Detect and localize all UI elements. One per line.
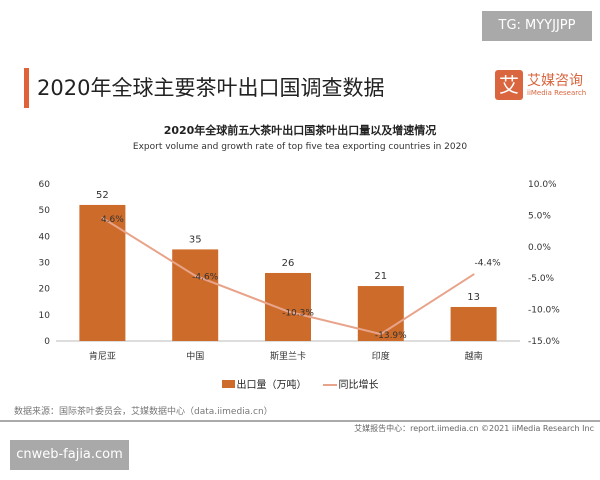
line-label: -13.9% [375, 331, 407, 341]
data-source: 数据来源：国际茶叶委员会，艾媒数据中心（data.iimedia.cn） [14, 407, 273, 417]
x-tick-label: 中国 [186, 350, 204, 362]
y-right-tick-label: -10.0% [528, 306, 560, 316]
legend-bar: 出口量（万吨） [221, 376, 307, 391]
y-left-tick-label: 0 [44, 337, 50, 347]
legend-line-swatch [322, 384, 337, 386]
y-right-tick-label: -15.0% [528, 337, 560, 347]
logo-en: iiMedia Research [527, 89, 587, 97]
bar [450, 306, 497, 341]
line-point [101, 216, 104, 219]
bar-label: 26 [282, 258, 295, 269]
logo-cn: 艾媒咨询 [527, 73, 583, 89]
bar [357, 286, 404, 341]
logo-mark: 艾 [495, 70, 523, 100]
line-label: -10.3% [282, 308, 314, 318]
line-point [472, 273, 475, 276]
y-left-tick-label: 30 [39, 259, 51, 269]
chart-subtitle: Export volume and growth rate of top fiv… [132, 142, 468, 152]
y-left-tick-label: 20 [39, 285, 51, 295]
bar [265, 272, 311, 341]
page-title: 2020年全球主要茶叶出口国调查数据 [37, 76, 385, 100]
bar-label: 35 [189, 234, 202, 245]
y-left-tick-label: 10 [39, 311, 51, 321]
line-label: -4.6% [192, 273, 219, 283]
watermark-top: TG: MYYJJPP [482, 11, 592, 41]
title-accent-bar [24, 68, 29, 108]
logo: 艾 艾媒咨询 iiMedia Research [495, 70, 586, 100]
line-point [194, 274, 197, 277]
divider [0, 420, 600, 422]
legend-line: 同比增长 [322, 376, 379, 391]
y-right-tick-label: -5.0% [528, 274, 555, 284]
y-left-tick-label: 50 [39, 206, 51, 216]
bar [79, 204, 126, 341]
bar-label: 52 [96, 190, 109, 201]
chart-title: 2020年全球前五大茶叶出口国茶叶出口量以及增速情况 [163, 124, 437, 137]
x-tick-label: 越南 [465, 350, 483, 362]
watermark-bottom: cnweb-fajia.com [10, 440, 129, 470]
x-tick-label: 肯尼亚 [89, 350, 116, 362]
x-tick-label: 印度 [372, 350, 390, 362]
bar-label: 21 [374, 271, 387, 282]
line-point [379, 333, 382, 336]
line-label: -4.4% [475, 258, 502, 268]
y-left-tick-label: 40 [39, 232, 51, 242]
y-right-tick-label: 5.0% [528, 211, 551, 221]
legend-bar-swatch [221, 380, 235, 388]
x-tick-label: 斯里兰卡 [270, 350, 306, 362]
bar [172, 249, 219, 341]
footer: 艾媒报告中心：report.iimedia.cn ©2021 iiMedia R… [354, 424, 594, 433]
legend: 出口量（万吨） 同比增长 [0, 376, 600, 391]
y-right-tick-label: 0.0% [528, 243, 551, 253]
bar-label: 13 [467, 292, 480, 303]
y-right-tick-label: 10.0% [528, 180, 557, 190]
y-left-tick-label: 60 [39, 180, 51, 190]
line-point [287, 310, 289, 313]
line-label: 4.6% [101, 215, 124, 225]
